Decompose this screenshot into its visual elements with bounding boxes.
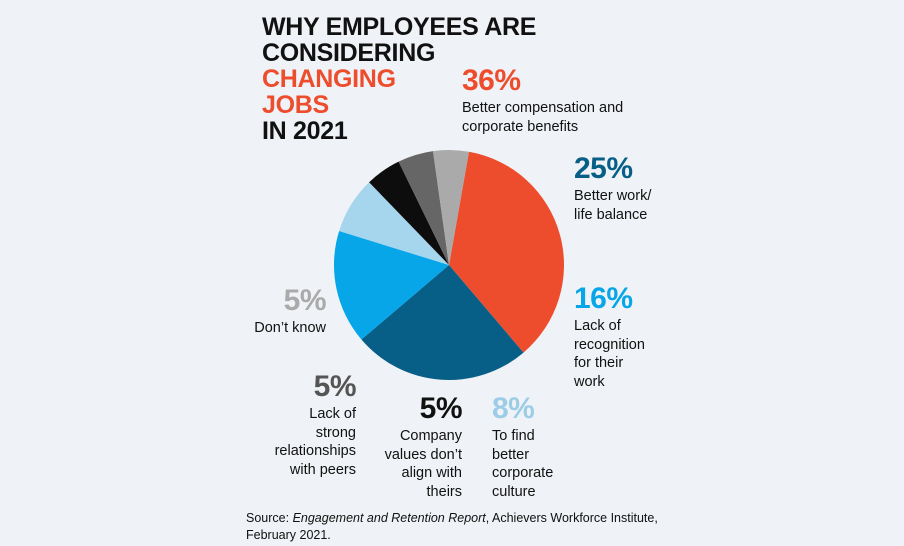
desc-values-line: Company (399, 428, 462, 444)
label-recognition: 16% Lack of recognition for their work (574, 284, 645, 391)
desc-relationships-line: relationships (274, 443, 356, 459)
pct-culture: 8% (492, 392, 535, 425)
pct-recognition: 16% (574, 282, 633, 315)
source-suffix: , Achievers Workforce Institute, (485, 511, 658, 525)
label-culture: 8% To find better corporate culture (492, 394, 553, 501)
desc-dont-know: Don’t know (236, 319, 326, 338)
pct-dont-know: 5% (283, 284, 327, 317)
pie-slice-values (369, 161, 449, 265)
label-work-life: 25% Better work/ life balance (574, 154, 651, 224)
pct-work-life: 25% (574, 152, 633, 185)
desc-compensation-line: Better compensation and (462, 100, 624, 116)
source-note: Source: Engagement and Retention Report,… (246, 510, 666, 544)
desc-recognition-line: work (574, 373, 605, 390)
pct-compensation: 36% (462, 64, 521, 97)
desc-work-life-line: life balance (574, 206, 648, 223)
pct-relationships: 5% (313, 370, 357, 403)
desc-values-line: align with (401, 465, 462, 481)
label-dont-know: 5% Don’t know (236, 286, 326, 338)
desc-culture-line: culture (492, 483, 536, 500)
label-relationships: 5% Lack of strong relationships with pee… (256, 370, 357, 479)
pct-values: 5% (419, 392, 463, 425)
title-line-4: JOBS (262, 91, 329, 119)
pie-slice-relationships (398, 151, 449, 265)
desc-dont-know-line: Don’t know (254, 320, 326, 336)
title-line-1: WHY EMPLOYEES ARE (262, 13, 537, 41)
desc-culture-line: corporate (492, 465, 554, 481)
desc-values-line: values don’t (384, 446, 462, 463)
title-line-3: CHANGING (262, 65, 396, 93)
title-line-2: CONSIDERING (262, 39, 436, 67)
source-report: Engagement and Retention Report (292, 511, 486, 525)
source-line-2: February 2021. (246, 528, 331, 542)
pie-slice-recognition (333, 230, 449, 340)
label-values: 5% Company values don’t align with their… (372, 392, 463, 501)
desc-recognition: Lack of recognition for their work (574, 317, 645, 391)
source-prefix: Source: (246, 511, 293, 525)
desc-relationships-line: Lack of (309, 406, 356, 422)
desc-culture-line: better (492, 446, 530, 463)
desc-values: Company values don’t align with theirs (372, 427, 462, 501)
desc-culture-line: To find (492, 428, 535, 444)
desc-values-line: theirs (426, 483, 462, 500)
desc-work-life-line: Better work/ (574, 188, 652, 204)
desc-recognition-line: recognition (574, 336, 645, 353)
desc-culture: To find better corporate culture (492, 427, 553, 501)
pie-slice-dont-know (433, 150, 469, 265)
desc-work-life: Better work/ life balance (574, 187, 651, 224)
chart-title: WHY EMPLOYEES ARE CONSIDERING CHANGING J… (262, 14, 536, 144)
desc-relationships: Lack of strong relationships with peers (256, 405, 356, 479)
desc-relationships-line: strong (315, 424, 356, 441)
desc-recognition-line: for their (574, 355, 624, 371)
pie-slice-compensation (449, 151, 564, 353)
desc-recognition-line: Lack of (574, 318, 621, 334)
desc-compensation: Better compensation and corporate benefi… (462, 99, 623, 136)
pie-slice-work-life (361, 265, 524, 380)
desc-compensation-line: corporate benefits (462, 118, 579, 135)
desc-relationships-line: with peers (289, 461, 356, 478)
label-compensation: 36% Better compensation and corporate be… (462, 66, 623, 136)
title-line-5: IN 2021 (262, 117, 348, 145)
pie-slice-culture (339, 182, 449, 265)
